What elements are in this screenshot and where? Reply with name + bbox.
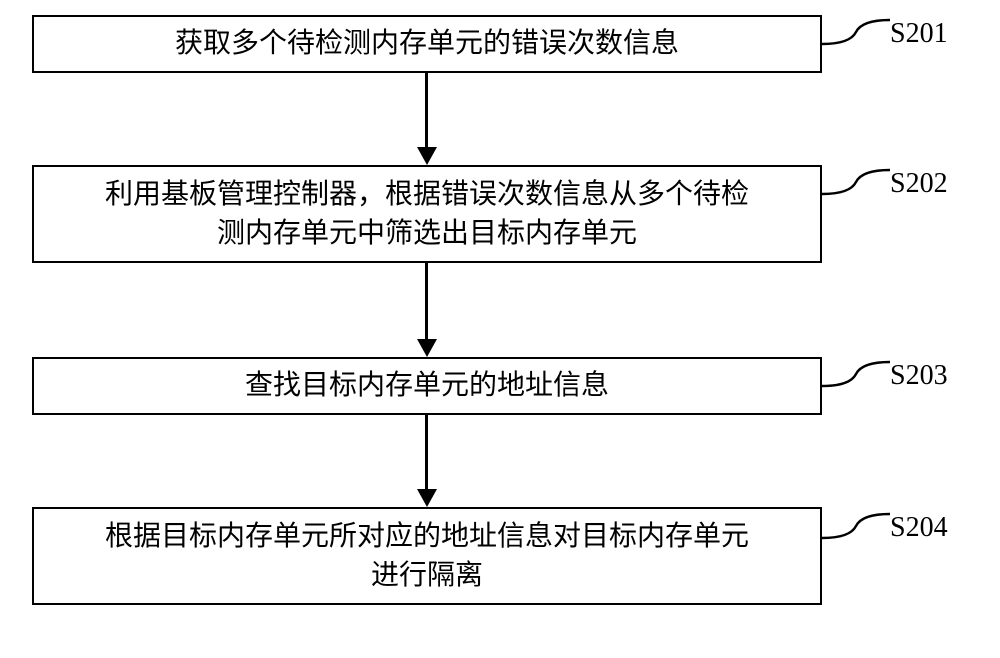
- flow-step-2: 利用基板管理控制器，根据错误次数信息从多个待检 测内存单元中筛选出目标内存单元: [32, 165, 822, 263]
- flowchart-container: 获取多个待检测内存单元的错误次数信息 S201 利用基板管理控制器，根据错误次数…: [0, 0, 1000, 658]
- step-label-1: S201: [890, 18, 948, 50]
- flow-step-1-text: 获取多个待检测内存单元的错误次数信息: [175, 24, 679, 63]
- flow-step-2-text: 利用基板管理控制器，根据错误次数信息从多个待检 测内存单元中筛选出目标内存单元: [105, 175, 749, 253]
- label-curve-1: [822, 12, 890, 54]
- label-curve-2: [822, 162, 890, 204]
- step-label-4: S204: [890, 512, 948, 544]
- flow-step-4-text: 根据目标内存单元所对应的地址信息对目标内存单元 进行隔离: [105, 517, 749, 595]
- flow-step-3-text: 查找目标内存单元的地址信息: [245, 366, 609, 405]
- flow-step-1: 获取多个待检测内存单元的错误次数信息: [32, 15, 822, 73]
- label-curve-4: [822, 506, 890, 548]
- flow-step-3: 查找目标内存单元的地址信息: [32, 357, 822, 415]
- step-label-2: S202: [890, 168, 948, 200]
- step-label-3: S203: [890, 360, 948, 392]
- flow-step-4: 根据目标内存单元所对应的地址信息对目标内存单元 进行隔离: [32, 507, 822, 605]
- label-curve-3: [822, 354, 890, 396]
